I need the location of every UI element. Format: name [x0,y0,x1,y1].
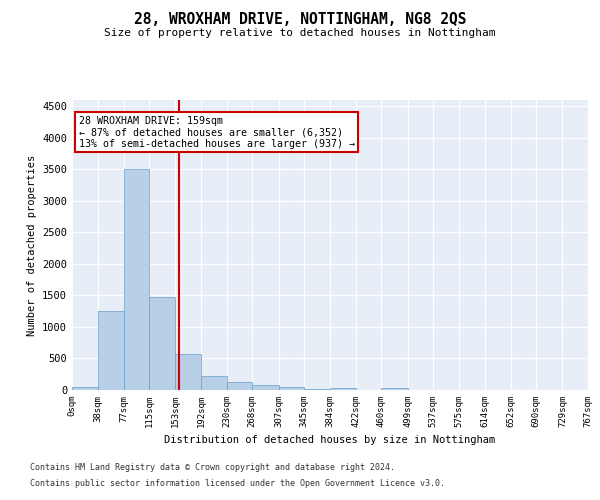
Text: 28, WROXHAM DRIVE, NOTTINGHAM, NG8 2QS: 28, WROXHAM DRIVE, NOTTINGHAM, NG8 2QS [134,12,466,28]
X-axis label: Distribution of detached houses by size in Nottingham: Distribution of detached houses by size … [164,436,496,446]
Bar [278,388,304,390]
Bar [175,354,201,390]
Bar [72,387,98,390]
Bar [331,388,356,390]
Bar [382,388,408,390]
Text: Contains HM Land Registry data © Crown copyright and database right 2024.: Contains HM Land Registry data © Crown c… [30,464,395,472]
Bar [227,382,252,390]
Bar [252,385,278,390]
Bar [149,298,175,390]
Text: Size of property relative to detached houses in Nottingham: Size of property relative to detached ho… [104,28,496,38]
Text: 28 WROXHAM DRIVE: 159sqm
← 87% of detached houses are smaller (6,352)
13% of sem: 28 WROXHAM DRIVE: 159sqm ← 87% of detach… [79,116,355,149]
Bar [124,170,149,390]
Bar [98,311,124,390]
Y-axis label: Number of detached properties: Number of detached properties [26,154,37,336]
Bar [201,376,227,390]
Text: Contains public sector information licensed under the Open Government Licence v3: Contains public sector information licen… [30,478,445,488]
